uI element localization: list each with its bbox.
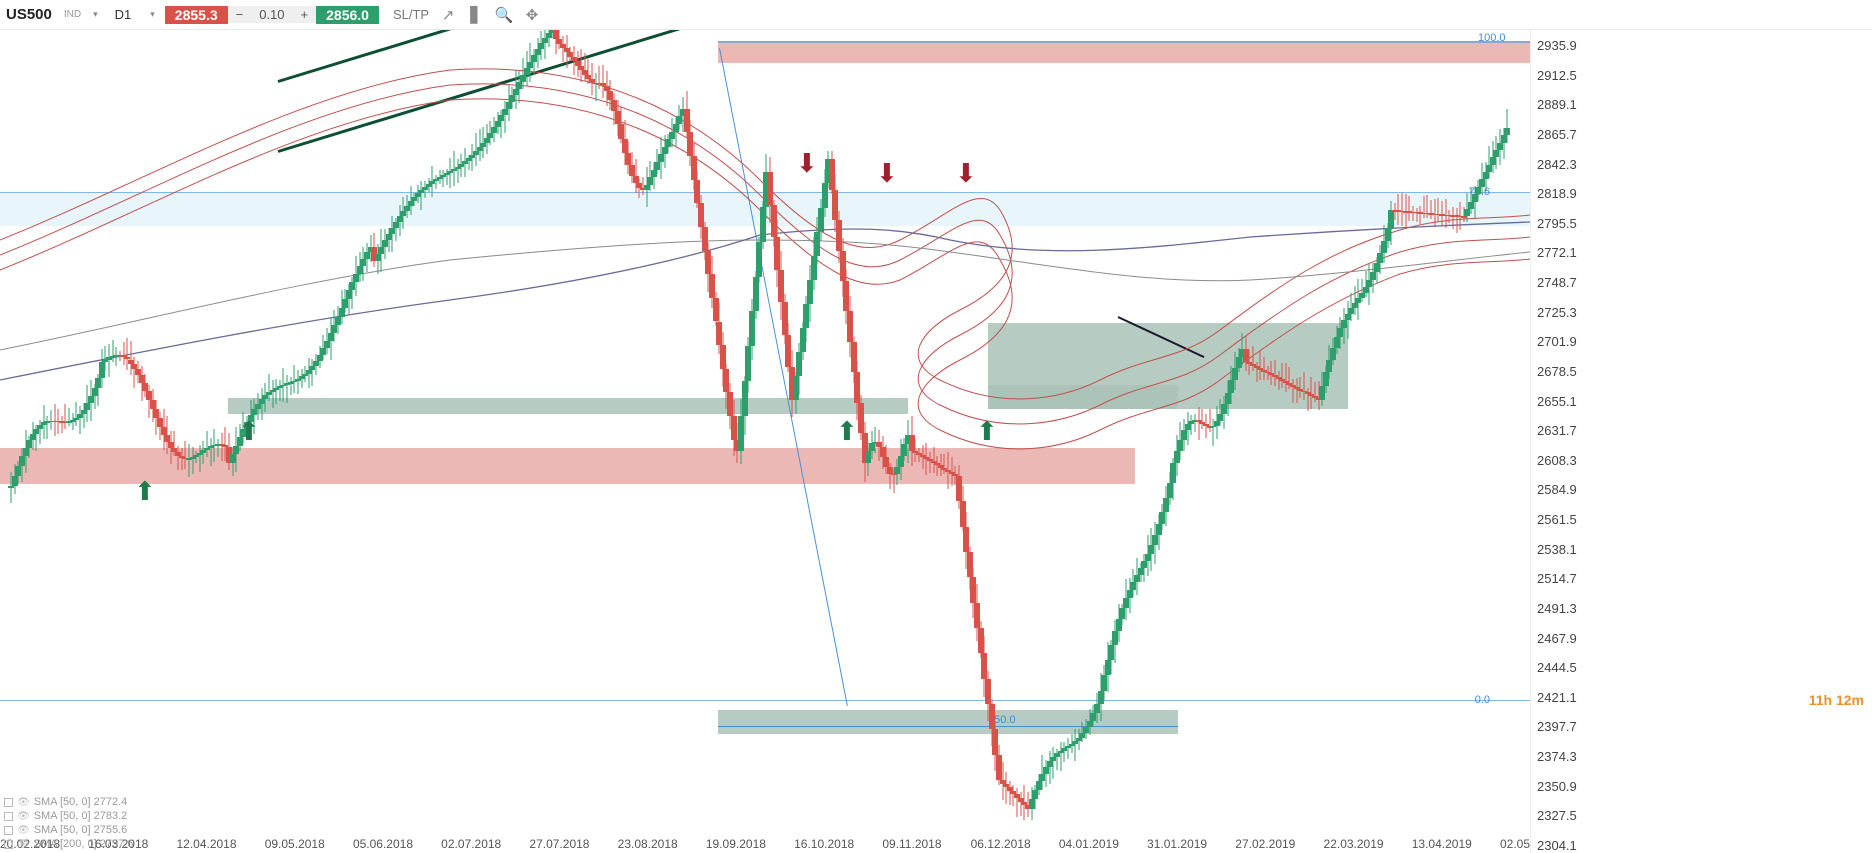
date-axis-tick-2[interactable]: 12.04.2018 [176,837,236,851]
date-axis-tick-15[interactable]: 22.03.2019 [1324,837,1384,851]
date-axis-tick-3[interactable]: 09.05.2018 [265,837,325,851]
sma-legend-item-3[interactable]: 👁 SMA [200, 0] 2757.6 [4,837,133,851]
price-axis-tick-10[interactable]: 2701.9 [1537,334,1577,349]
sma-legend-eye-icon-3[interactable]: 👁 [17,839,30,850]
date-axis-tick-4[interactable]: 05.06.2018 [353,837,413,851]
sell-signal-arrow-1[interactable]: ⬇ [796,150,818,176]
price-axis-tick-14[interactable]: 2608.3 [1537,453,1577,468]
price-axis-tick-26[interactable]: 2327.5 [1537,808,1577,823]
date-axis-tick-12[interactable]: 04.01.2019 [1059,837,1119,851]
date-axis-tick-13[interactable]: 31.01.2019 [1147,837,1207,851]
spread-minus[interactable]: − [228,6,252,23]
sma-legend-item-1[interactable]: 👁 SMA [50, 0] 2783.2 [4,809,133,823]
sma-legend-checkbox-1[interactable] [4,812,13,821]
indicator-tool-icon[interactable]: ▋ [467,6,485,24]
price-axis-tick-13[interactable]: 2631.7 [1537,423,1577,438]
sma-legend-item-0[interactable]: 👁 SMA [50, 0] 2772.4 [4,795,133,809]
symbol-type-tag[interactable]: IND [64,9,81,20]
buy-signal-arrow-4[interactable]: ⬆ [976,418,998,444]
date-axis-tick-10[interactable]: 09.11.2018 [882,837,941,851]
date-axis-tick-7[interactable]: 23.08.2018 [618,837,678,851]
price-axis-tick-22[interactable]: 2421.1 [1537,690,1577,705]
candlestick-series[interactable] [0,30,1530,853]
price-quote-pill[interactable]: 2855.3 − 0.10 + 2856.0 [165,5,379,25]
date-axis-tick-8[interactable]: 19.09.2018 [706,837,766,851]
price-axis-tick-4[interactable]: 2842.3 [1537,157,1577,172]
date-axis-row: 20.02.2018 16.03.2018 12.04.2018 09.05.2018… [0,833,1530,853]
spread-plus[interactable]: + [293,6,317,23]
symbol-dropdown-caret[interactable]: ▾ [93,9,98,20]
price-axis-tick-18[interactable]: 2514.7 [1537,571,1577,586]
buy-signal-arrow-1[interactable]: ⬆ [134,478,156,504]
sma-legend-label-0: SMA [50, 0] 2772.4 [34,796,128,808]
spread-value[interactable]: 0.10 [251,6,292,23]
candlestick-chart-canvas[interactable]: 100.0 150.0 78.6 0.0 [0,30,1530,853]
sma-legend-eye-icon-0[interactable]: 👁 [17,797,30,808]
sma-legend-label-1: SMA [50, 0] 2783.2 [34,810,128,822]
date-axis-tick-6[interactable]: 27.07.2018 [529,837,589,851]
price-axis-tick-11[interactable]: 2678.5 [1537,364,1577,379]
price-axis-tick-1[interactable]: 2912.5 [1537,68,1577,83]
period-selector[interactable]: D1 [108,5,139,24]
date-axis-tick-16[interactable]: 13.04.2019 [1412,837,1472,851]
sma-legend-checkbox-0[interactable] [4,798,13,807]
price-axis-tick-20[interactable]: 2467.9 [1537,631,1577,646]
price-axis-tick-7[interactable]: 2772.1 [1537,245,1577,260]
sl-tp-label[interactable]: SL/TP [393,7,429,22]
sell-signal-arrow-3[interactable]: ⬇ [955,160,977,186]
trading-chart-app: US500 IND ▾ D1 ▾ 2855.3 − 0.10 + 2856.0 … [0,0,1872,853]
price-axis-tick-24[interactable]: 2374.3 [1537,749,1577,764]
chart-toolbar: US500 IND ▾ D1 ▾ 2855.3 − 0.10 + 2856.0 … [0,0,1872,30]
buy-signal-arrow-3[interactable]: ⬆ [836,418,858,444]
date-axis-tick-5[interactable]: 02.07.2018 [441,837,501,851]
price-axis-tick-9[interactable]: 2725.3 [1537,305,1577,320]
sma-legend-panel[interactable]: 👁 SMA [50, 0] 2772.4 👁 SMA [50, 0] 2783.2 👁 S… [4,795,133,851]
price-axis-tick-2[interactable]: 2889.1 [1537,97,1577,112]
price-axis-tick-16[interactable]: 2561.5 [1537,512,1577,527]
sell-signal-arrow-2[interactable]: ⬇ [876,160,898,186]
price-axis-tick-21[interactable]: 2444.5 [1537,660,1577,675]
zoom-in-icon[interactable]: 🔍 [495,6,513,24]
sma-legend-eye-icon-2[interactable]: 👁 [17,825,30,836]
symbol-label[interactable]: US500 [6,6,52,23]
ask-price[interactable]: 2856.0 [316,6,379,24]
price-axis-tick-12[interactable]: 2655.1 [1537,394,1577,409]
price-axis-tick-17[interactable]: 2538.1 [1537,542,1577,557]
price-axis-column[interactable]: 2935.9 2912.5 2889.1 2865.7 2842.3 2818.9 2795… [1530,30,1625,853]
sma-legend-label-2: SMA [50, 0] 2755.6 [34,824,128,836]
price-axis-tick-25[interactable]: 2350.9 [1537,779,1577,794]
date-axis-tick-17[interactable]: 02.05.2019 [1500,837,1530,851]
price-axis-tick-3[interactable]: 2865.7 [1537,127,1577,142]
sma-legend-checkbox-2[interactable] [4,826,13,835]
price-axis-tick-0[interactable]: 2935.9 [1537,38,1577,53]
sma-legend-checkbox-3[interactable] [4,840,13,849]
price-axis-tick-5[interactable]: 2818.9 [1537,186,1577,201]
sma-legend-label-3: SMA [200, 0] 2757.6 [34,838,134,850]
date-axis-tick-11[interactable]: 06.12.2018 [971,837,1031,851]
period-dropdown-caret[interactable]: ▾ [150,9,155,20]
candle-close-countdown: 11h 12m [1809,692,1864,708]
price-axis-tick-8[interactable]: 2748.7 [1537,275,1577,290]
bid-price[interactable]: 2855.3 [165,6,228,24]
price-axis-tick-19[interactable]: 2491.3 [1537,601,1577,616]
date-axis-tick-14[interactable]: 27.02.2019 [1235,837,1295,851]
sma-legend-item-2[interactable]: 👁 SMA [50, 0] 2755.6 [4,823,133,837]
trendline-tool-icon[interactable]: ↗ [439,6,457,24]
price-axis-tick-27[interactable]: 2304.1 [1537,838,1577,853]
price-axis-tick-15[interactable]: 2584.9 [1537,482,1577,497]
buy-signal-arrow-2[interactable]: ⬆ [238,418,260,444]
price-axis-tick-6[interactable]: 2795.5 [1537,216,1577,231]
sma-legend-eye-icon-1[interactable]: 👁 [17,811,30,822]
move-tool-icon[interactable]: ✥ [523,6,541,24]
date-axis-tick-9[interactable]: 16.10.2018 [794,837,854,851]
price-axis-tick-23[interactable]: 2397.7 [1537,719,1577,734]
